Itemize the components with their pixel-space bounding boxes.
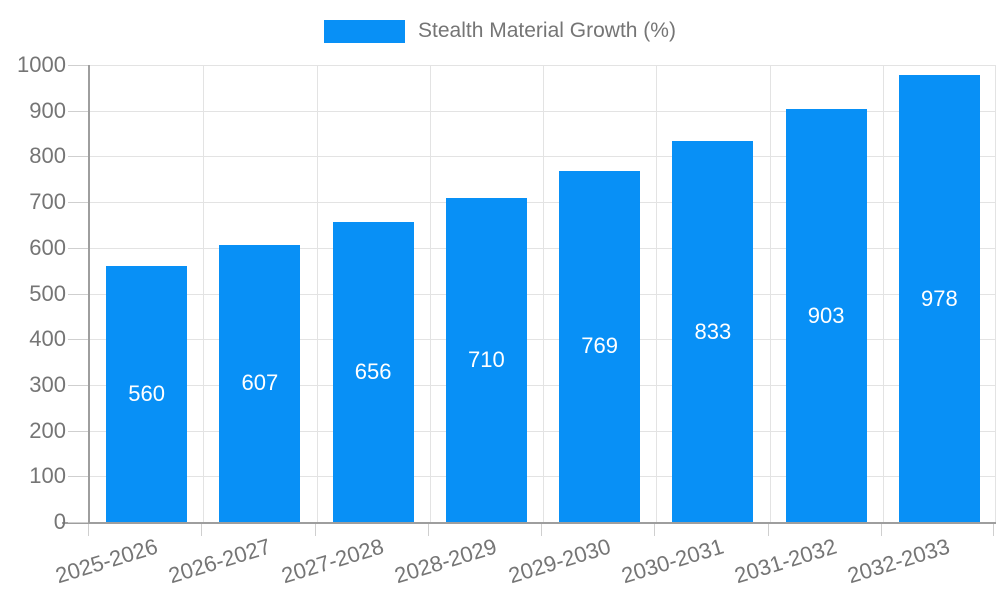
bar[interactable]: 607 bbox=[219, 244, 301, 522]
y-tick-label: 700 bbox=[29, 189, 66, 215]
y-tick-label: 0 bbox=[53, 509, 66, 534]
y-axis-tick bbox=[68, 202, 88, 204]
legend[interactable]: Stealth Material Growth (%) bbox=[0, 19, 1000, 43]
y-axis-tick bbox=[68, 384, 88, 386]
x-axis-tick bbox=[201, 524, 203, 536]
y-tick-label: 600 bbox=[29, 234, 66, 260]
y-axis-tick bbox=[68, 247, 88, 249]
gridline-vertical bbox=[882, 65, 884, 522]
y-tick-label: 500 bbox=[29, 280, 66, 306]
y-tick-label: 100 bbox=[29, 463, 66, 489]
plot-area: 560 607 656 710 769 833 903 978 bbox=[88, 65, 996, 524]
gridline-vertical bbox=[543, 65, 544, 522]
bar-value-label: 607 bbox=[241, 370, 279, 396]
x-axis-tick bbox=[314, 524, 316, 536]
bar[interactable]: 656 bbox=[332, 222, 414, 522]
bar-value-label: 903 bbox=[807, 302, 845, 328]
y-tick-label: 200 bbox=[29, 417, 66, 443]
x-axis-tick bbox=[993, 524, 994, 536]
bar[interactable]: 710 bbox=[445, 197, 527, 522]
gridline-vertical bbox=[316, 65, 318, 522]
gridline-vertical bbox=[769, 65, 771, 522]
legend-label: Stealth Material Growth (%) bbox=[418, 19, 676, 42]
y-axis-tick bbox=[68, 65, 88, 66]
gridline-vertical bbox=[995, 65, 996, 522]
x-axis-tick bbox=[880, 524, 882, 536]
y-tick-label: 1000 bbox=[17, 52, 66, 77]
bar[interactable]: 903 bbox=[785, 109, 867, 522]
y-axis-tick bbox=[68, 156, 88, 158]
legend-swatch bbox=[324, 19, 406, 43]
bar-value-label: 833 bbox=[694, 318, 732, 344]
x-axis-tick bbox=[88, 524, 89, 536]
bar[interactable]: 978 bbox=[898, 75, 980, 522]
x-axis-line-extension bbox=[62, 522, 88, 524]
bar-value-label: 656 bbox=[354, 359, 392, 385]
bar-value-label: 769 bbox=[581, 333, 618, 359]
y-tick-label: 800 bbox=[29, 143, 66, 169]
y-axis-tick bbox=[68, 430, 88, 432]
gridline-vertical bbox=[429, 65, 431, 522]
x-axis-tick bbox=[767, 524, 769, 536]
gridline-vertical bbox=[203, 65, 205, 522]
x-axis-tick bbox=[427, 524, 429, 536]
bar-value-label: 560 bbox=[128, 381, 165, 407]
bar[interactable]: 769 bbox=[559, 170, 641, 522]
bar-value-label: 978 bbox=[921, 285, 958, 311]
x-axis-tick bbox=[541, 524, 542, 536]
y-tick-label: 300 bbox=[29, 371, 66, 397]
y-tick-label: 400 bbox=[29, 326, 66, 352]
bar[interactable]: 833 bbox=[672, 141, 754, 522]
y-axis-tick bbox=[68, 293, 88, 295]
y-axis-tick bbox=[68, 476, 88, 478]
y-axis-tick bbox=[68, 522, 88, 523]
x-axis-tick bbox=[654, 524, 656, 536]
y-axis-tick bbox=[68, 339, 88, 341]
y-axis-tick bbox=[68, 110, 88, 112]
bar[interactable]: 560 bbox=[106, 266, 188, 522]
gridline-vertical bbox=[656, 65, 658, 522]
bar-value-label: 710 bbox=[468, 346, 505, 372]
y-tick-label: 900 bbox=[29, 97, 66, 123]
